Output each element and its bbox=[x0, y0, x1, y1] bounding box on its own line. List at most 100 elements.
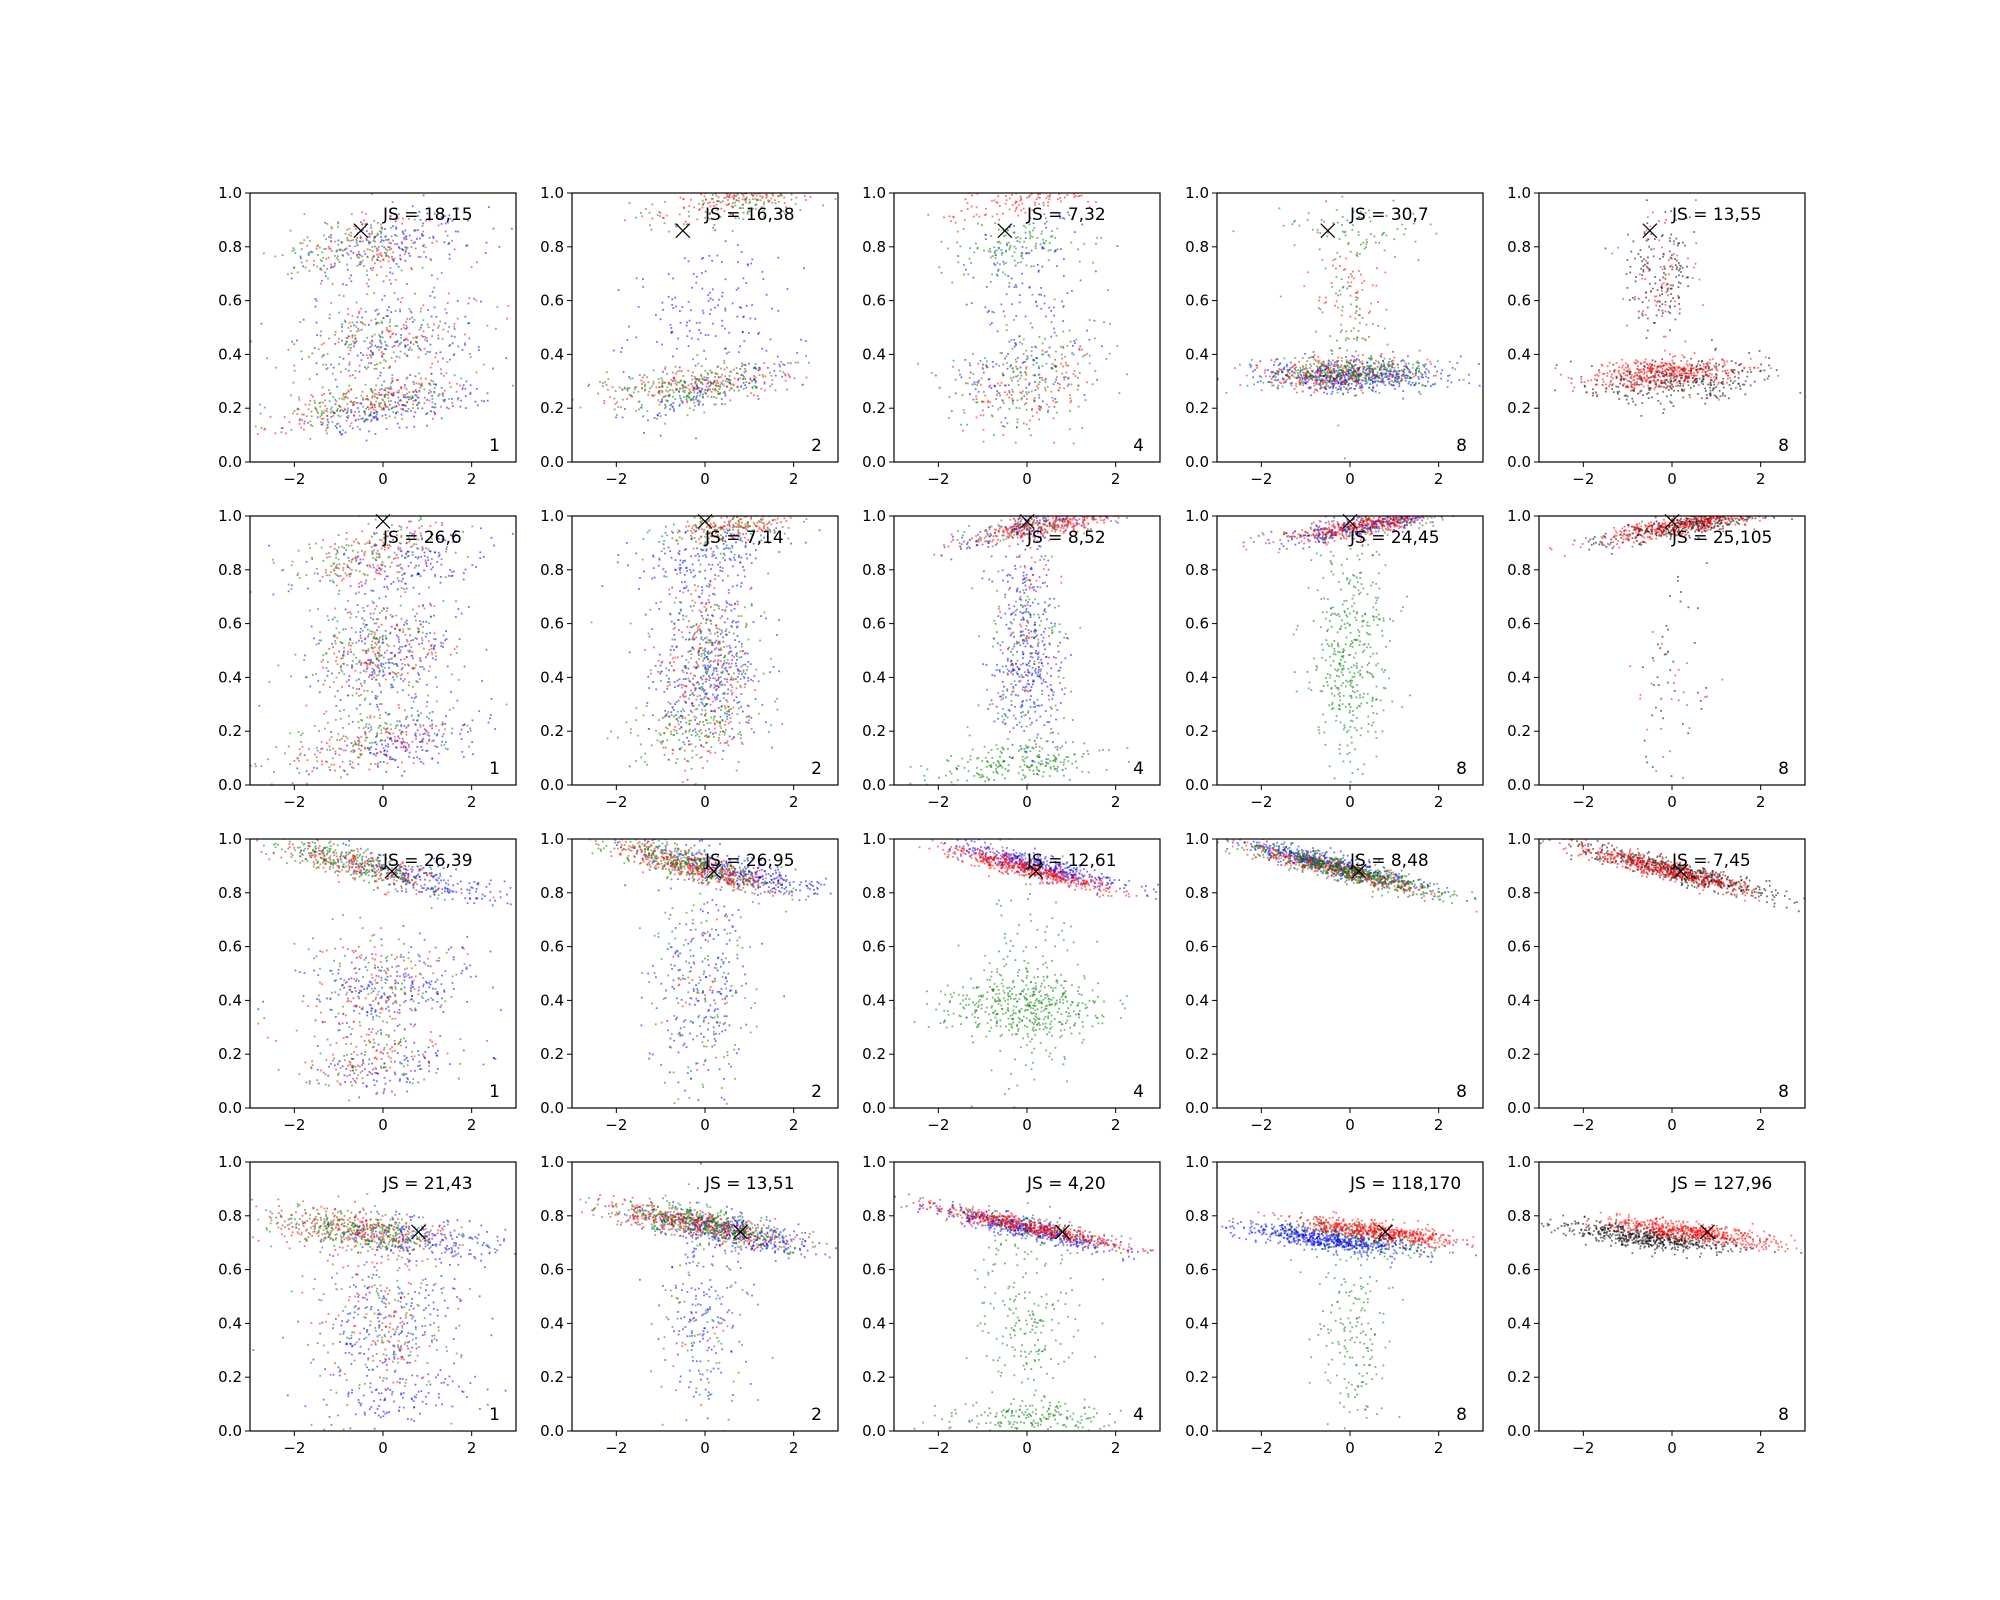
point bbox=[1030, 390, 1033, 393]
point bbox=[693, 376, 696, 378]
point bbox=[342, 410, 345, 413]
point bbox=[659, 215, 661, 217]
point bbox=[403, 253, 406, 256]
point bbox=[710, 371, 713, 374]
point bbox=[1293, 388, 1296, 390]
point bbox=[1424, 385, 1426, 387]
point bbox=[795, 196, 798, 199]
point bbox=[1419, 393, 1422, 395]
point bbox=[1412, 372, 1414, 375]
y-tick-label: 0.4 bbox=[218, 345, 242, 363]
point bbox=[968, 257, 971, 260]
point bbox=[1011, 255, 1014, 258]
point bbox=[796, 352, 799, 354]
point bbox=[688, 319, 691, 322]
point bbox=[700, 332, 702, 334]
point bbox=[1345, 356, 1347, 358]
point bbox=[701, 387, 704, 390]
point bbox=[1425, 375, 1428, 378]
point bbox=[726, 386, 728, 388]
point bbox=[417, 356, 420, 359]
point bbox=[381, 415, 384, 417]
point bbox=[416, 396, 419, 398]
point bbox=[1049, 249, 1052, 251]
point bbox=[662, 396, 665, 398]
point bbox=[394, 310, 397, 312]
point bbox=[378, 349, 380, 351]
point bbox=[448, 326, 450, 328]
point bbox=[1424, 371, 1426, 373]
point bbox=[331, 250, 333, 252]
point bbox=[392, 406, 394, 409]
point bbox=[1430, 363, 1432, 365]
point bbox=[1356, 374, 1359, 377]
point bbox=[1028, 195, 1030, 198]
point bbox=[254, 425, 257, 428]
point bbox=[780, 194, 783, 197]
point bbox=[1052, 383, 1055, 386]
point bbox=[1312, 370, 1314, 372]
point bbox=[641, 383, 643, 385]
point bbox=[422, 304, 425, 307]
point bbox=[693, 404, 696, 407]
point bbox=[1256, 381, 1259, 383]
point bbox=[727, 203, 729, 206]
point bbox=[705, 358, 707, 360]
point bbox=[405, 405, 407, 407]
point bbox=[779, 370, 782, 372]
point bbox=[661, 391, 664, 394]
point bbox=[757, 369, 760, 372]
point bbox=[790, 193, 793, 196]
point bbox=[1060, 200, 1062, 203]
point bbox=[1014, 358, 1017, 361]
point bbox=[347, 389, 350, 392]
point bbox=[346, 403, 349, 406]
point bbox=[433, 296, 436, 299]
point bbox=[1339, 375, 1342, 378]
point bbox=[439, 351, 442, 354]
point bbox=[1093, 319, 1096, 322]
point bbox=[319, 401, 322, 404]
point bbox=[1644, 263, 1646, 266]
point bbox=[1392, 363, 1395, 365]
point bbox=[1336, 370, 1339, 373]
point bbox=[354, 334, 357, 337]
point bbox=[374, 235, 376, 238]
point bbox=[416, 238, 418, 240]
point bbox=[1329, 375, 1331, 378]
point bbox=[1324, 388, 1327, 390]
point bbox=[1403, 360, 1406, 363]
y-tick-label: 0.4 bbox=[540, 345, 564, 363]
point bbox=[1346, 364, 1349, 367]
point bbox=[1351, 270, 1354, 273]
point bbox=[662, 217, 665, 219]
point bbox=[1356, 297, 1359, 299]
point bbox=[431, 401, 434, 404]
point bbox=[422, 234, 425, 237]
point bbox=[1344, 376, 1346, 379]
point bbox=[1021, 257, 1024, 260]
point bbox=[392, 332, 395, 335]
point bbox=[327, 426, 329, 429]
point bbox=[391, 393, 393, 396]
point bbox=[756, 198, 758, 201]
point bbox=[728, 203, 731, 205]
point bbox=[1343, 371, 1346, 374]
point bbox=[1376, 365, 1379, 368]
point bbox=[1601, 384, 1604, 386]
y-tick-label: 0.8 bbox=[218, 238, 242, 256]
point bbox=[741, 204, 744, 206]
point bbox=[1043, 302, 1046, 305]
point bbox=[1053, 331, 1056, 334]
point bbox=[1366, 374, 1369, 377]
point bbox=[1715, 373, 1717, 375]
point bbox=[736, 199, 738, 202]
point bbox=[1309, 373, 1311, 376]
point bbox=[363, 250, 366, 253]
point bbox=[1310, 374, 1313, 377]
point bbox=[1672, 385, 1674, 388]
point bbox=[790, 198, 793, 201]
point bbox=[1301, 390, 1304, 393]
point bbox=[437, 224, 440, 227]
point bbox=[296, 271, 299, 274]
